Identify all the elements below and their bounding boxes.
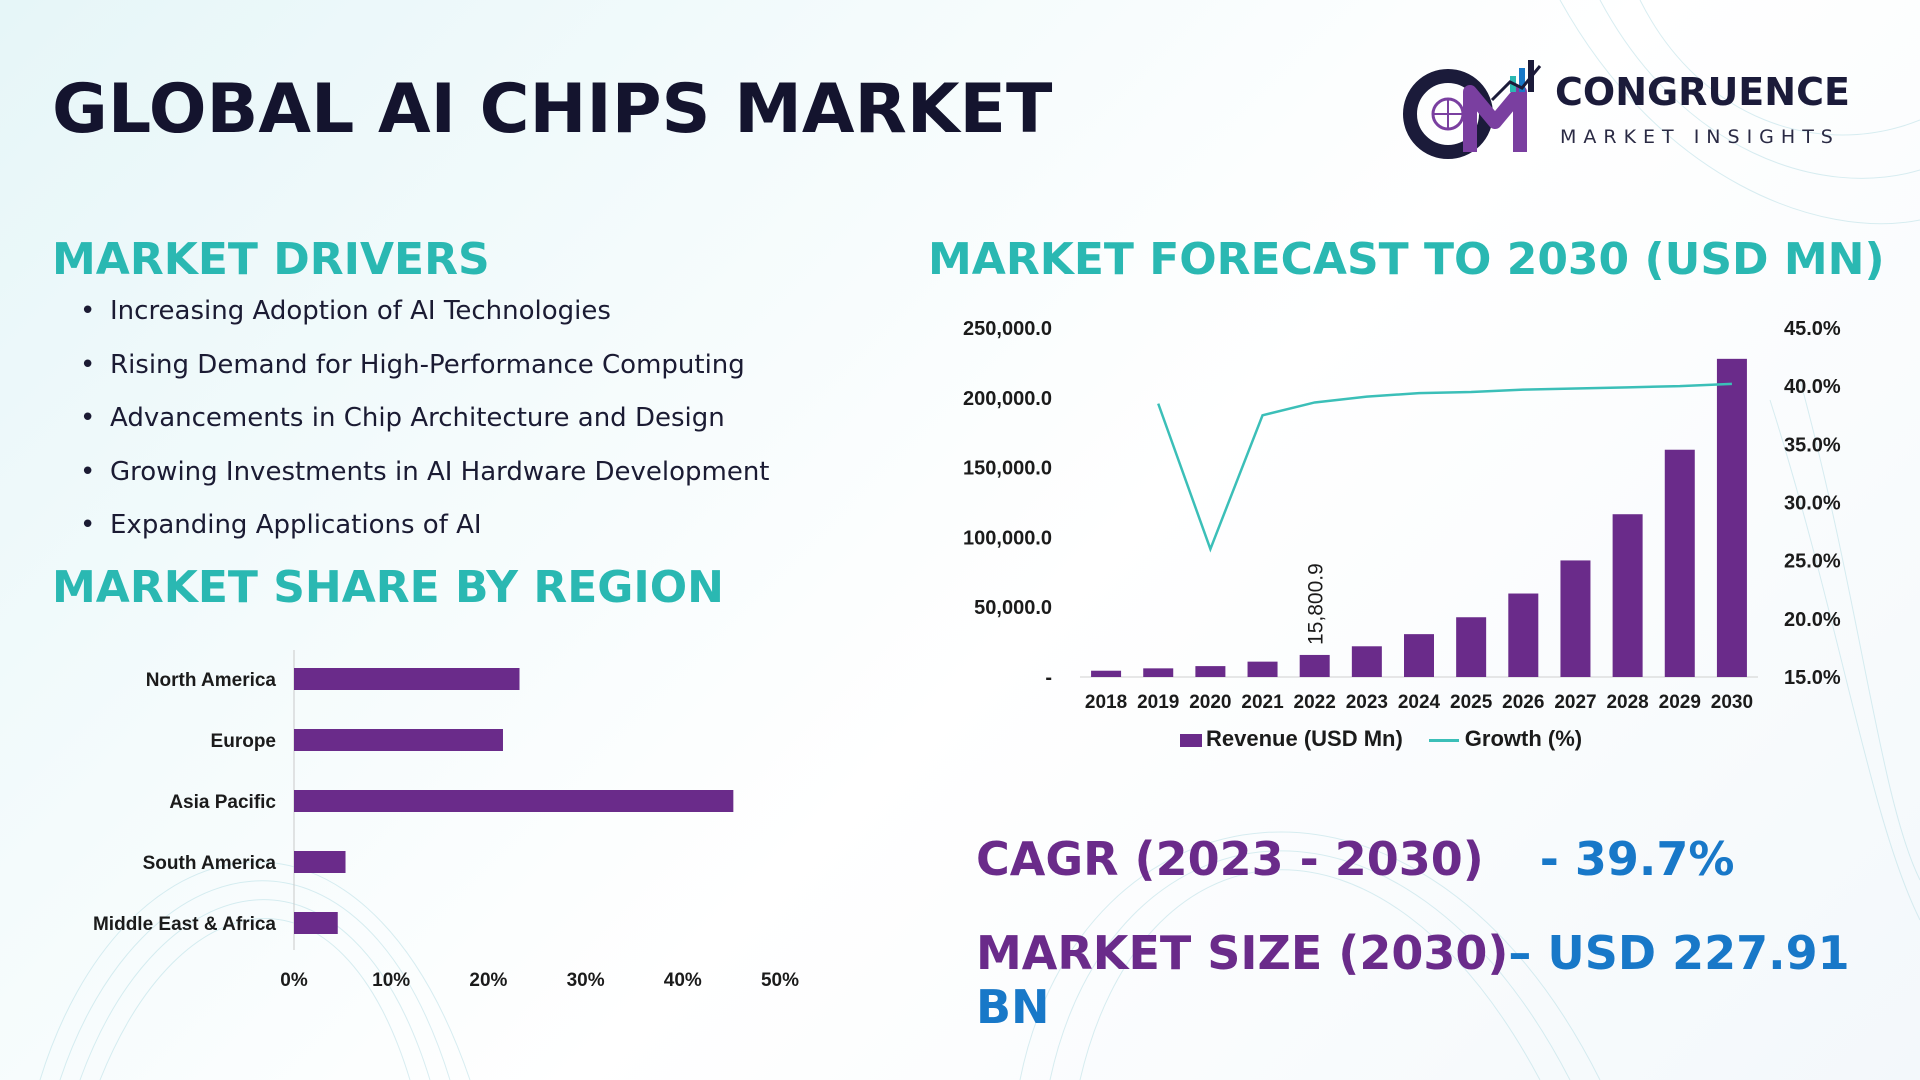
drivers-list: Increasing Adoption of AI Technologies R… [80, 296, 770, 564]
region-category-label: Middle East & Africa [93, 914, 276, 935]
forecast-heading: MARKET FORECAST TO 2030 (USD MN) [928, 234, 1885, 285]
forecast-y-left-tick-label: - [1045, 667, 1052, 689]
driver-item: Increasing Adoption of AI Technologies [80, 296, 770, 350]
region-category-label: North America [146, 670, 277, 691]
forecast-revenue-bar [1716, 358, 1747, 677]
driver-item: Growing Investments in AI Hardware Devel… [80, 457, 770, 511]
forecast-revenue-bar [1299, 654, 1330, 677]
market-size-kpi: MARKET SIZE (2030)– USD 227.91 BN [976, 926, 1920, 1034]
forecast-y-left-tick-label: 50,000.0 [974, 597, 1052, 619]
forecast-x-tick-label: 2029 [1659, 692, 1701, 713]
forecast-revenue-bar [1664, 449, 1695, 677]
forecast-x-tick-label: 2024 [1398, 692, 1441, 713]
legend-revenue-label: Revenue (USD Mn) [1206, 726, 1403, 751]
region-category-label: Europe [211, 731, 276, 752]
forecast-revenue-bar [1143, 668, 1174, 677]
region-bar [294, 668, 520, 690]
cagr-kpi: CAGR (2023 - 2030) - 39.7% [976, 832, 1735, 886]
logo-mark-icon [1403, 60, 1542, 159]
legend-growth-swatch [1428, 738, 1459, 742]
forecast-revenue-bar [1195, 666, 1226, 677]
forecast-growth-line [1157, 382, 1732, 553]
forecast-revenue-bar [1560, 560, 1591, 677]
legend-growth-label: Growth (%) [1464, 726, 1583, 751]
drivers-heading: MARKET DRIVERS [52, 234, 490, 285]
forecast-x-tick-label: 2028 [1606, 692, 1648, 713]
forecast-y-left-tick-label: 100,000.0 [963, 527, 1052, 549]
driver-item: Rising Demand for High-Performance Compu… [80, 350, 770, 404]
region-x-tick-label: 40% [664, 970, 702, 991]
region-x-tick-label: 20% [469, 970, 507, 991]
legend-revenue-swatch [1180, 733, 1202, 747]
region-bar [294, 851, 346, 873]
forecast-y-right-tick-label: 25.0% [1784, 551, 1841, 573]
forecast-y-left-tick-label: 250,000.0 [963, 318, 1052, 340]
page-title: GLOBAL AI CHIPS MARKET [52, 70, 1053, 149]
cagr-label: CAGR (2023 - 2030) [976, 832, 1484, 886]
forecast-x-tick-label: 2022 [1294, 692, 1336, 713]
region-heading: MARKET SHARE BY REGION [52, 562, 724, 613]
forecast-x-tick-label: 2025 [1450, 692, 1493, 713]
forecast-y-right-tick-label: 35.0% [1784, 434, 1841, 456]
forecast-y-left-tick-label: 200,000.0 [963, 388, 1052, 410]
forecast-y-right-tick-label: 45.0% [1784, 318, 1841, 340]
forecast-revenue-bar [1456, 617, 1487, 677]
market-size-value: – USD 227.91 BN [976, 926, 1850, 1034]
logo-subtitle: MARKET INSIGHTS [1560, 126, 1840, 148]
driver-item: Expanding Applications of AI [80, 510, 770, 564]
region-x-tick-label: 10% [372, 970, 410, 991]
cagr-value: - 39.7% [1539, 832, 1735, 886]
forecast-revenue-bar [1404, 634, 1434, 677]
forecast-x-tick-label: 2021 [1241, 692, 1284, 713]
forecast-x-tick-label: 2026 [1502, 692, 1544, 713]
forecast-y-left-tick-label: 150,000.0 [963, 458, 1052, 480]
forecast-x-tick-label: 2027 [1554, 692, 1596, 713]
region-x-tick-label: 30% [567, 970, 605, 991]
forecast-revenue-bar [1508, 593, 1539, 677]
region-x-tick-label: 0% [280, 970, 308, 991]
forecast-revenue-bar [1612, 514, 1643, 677]
forecast-legend: Revenue (USD Mn) Growth (%) [1180, 726, 1582, 752]
forecast-y-right-tick-label: 15.0% [1784, 667, 1841, 689]
forecast-x-tick-label: 2023 [1346, 692, 1388, 713]
region-category-label: Asia Pacific [169, 792, 276, 813]
logo-name: CONGRUENCE [1555, 70, 1850, 114]
driver-item: Advancements in Chip Architecture and De… [80, 403, 770, 457]
company-logo: CONGRUENCE MARKET INSIGHTS [1400, 52, 1870, 162]
forecast-y-right-tick-label: 40.0% [1784, 376, 1841, 398]
region-bar [294, 912, 338, 934]
forecast-y-right-tick-label: 30.0% [1784, 493, 1841, 515]
forecast-x-tick-label: 2020 [1189, 692, 1231, 713]
market-size-label: MARKET SIZE (2030) [976, 926, 1509, 980]
forecast-data-label: 15,800.9 [1305, 563, 1328, 645]
region-x-tick-label: 50% [761, 970, 799, 991]
region-category-label: South America [143, 853, 277, 874]
region-bar [294, 729, 503, 751]
forecast-y-right-tick-label: 20.0% [1784, 609, 1841, 631]
forecast-revenue-bar [1091, 670, 1122, 677]
forecast-x-tick-label: 2018 [1085, 692, 1127, 713]
forecast-x-tick-label: 2030 [1711, 692, 1753, 713]
forecast-x-tick-label: 2019 [1137, 692, 1179, 713]
forecast-revenue-bar [1351, 646, 1382, 677]
region-bar [294, 790, 734, 812]
forecast-revenue-bar [1247, 661, 1278, 677]
